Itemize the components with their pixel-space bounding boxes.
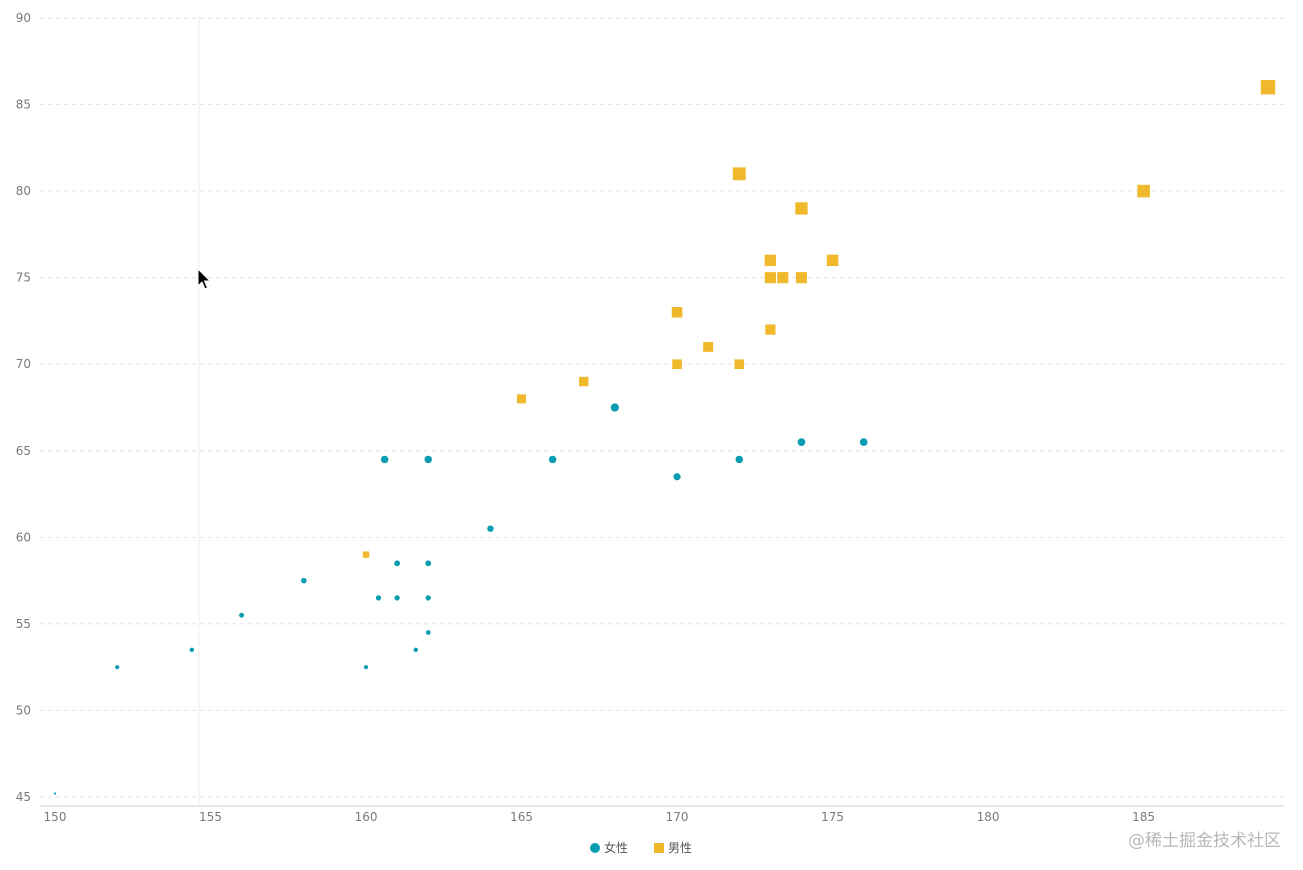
data-point-male[interactable] xyxy=(765,324,776,335)
data-point-female[interactable] xyxy=(797,438,806,446)
y-tick-label: 80 xyxy=(16,184,31,198)
data-point-male[interactable] xyxy=(764,272,776,284)
y-tick-label: 60 xyxy=(16,530,31,544)
y-tick-label: 65 xyxy=(16,444,31,458)
x-tick-label: 180 xyxy=(977,810,1000,824)
y-tick-label: 50 xyxy=(16,703,31,717)
legend-marker-female[interactable] xyxy=(590,843,600,853)
data-point-female[interactable] xyxy=(424,455,432,464)
grid-lines xyxy=(40,17,1284,798)
data-point-female[interactable] xyxy=(425,560,432,567)
data-point-female[interactable] xyxy=(394,560,401,567)
data-point-male[interactable] xyxy=(1260,80,1276,95)
data-point-male[interactable] xyxy=(1137,184,1150,198)
data-point-male[interactable] xyxy=(826,254,839,267)
data-point-female[interactable] xyxy=(375,595,382,601)
y-tick-label: 90 xyxy=(16,11,31,25)
data-point-female[interactable] xyxy=(189,647,195,653)
x-tick-label: 165 xyxy=(510,810,533,824)
data-point-male[interactable] xyxy=(732,167,746,181)
x-tick-label: 185 xyxy=(1132,810,1155,824)
x-tick-label: 160 xyxy=(355,810,378,824)
data-point-female[interactable] xyxy=(239,612,245,618)
mouse-cursor-icon xyxy=(197,268,212,290)
data-point-female[interactable] xyxy=(301,577,307,584)
x-tick-labels: 150 155 160 165 170 175 180 185 xyxy=(44,810,1155,824)
data-point-female[interactable] xyxy=(859,438,868,446)
data-point-male[interactable] xyxy=(703,341,714,352)
data-point-female[interactable] xyxy=(487,525,494,532)
data-point-female[interactable] xyxy=(548,455,557,464)
data-point-female[interactable] xyxy=(363,665,369,670)
legend-marker-male[interactable] xyxy=(654,843,664,853)
data-point-male[interactable] xyxy=(672,359,682,370)
data-point-male[interactable] xyxy=(579,376,589,387)
data-point-male[interactable] xyxy=(734,359,745,370)
y-tick-labels: 45 50 55 60 65 70 75 80 85 90 xyxy=(16,11,31,804)
x-tick-label: 170 xyxy=(666,810,689,824)
watermark-text: @稀土掘金技术社区 xyxy=(1128,831,1281,851)
data-point-female[interactable] xyxy=(380,455,389,464)
y-tick-label: 85 xyxy=(16,98,31,112)
data-point-male[interactable] xyxy=(764,254,777,267)
data-point-female[interactable] xyxy=(394,595,400,601)
data-point-male[interactable] xyxy=(362,551,370,558)
data-point-female[interactable] xyxy=(425,630,431,635)
y-tick-label: 45 xyxy=(16,790,31,804)
legend-label[interactable]: 女性 xyxy=(604,840,628,855)
data-point-male[interactable] xyxy=(671,307,683,318)
data-point-male[interactable] xyxy=(517,394,527,404)
x-tick-label: 155 xyxy=(199,810,222,824)
y-tick-label: 70 xyxy=(16,357,31,371)
data-point-female[interactable] xyxy=(425,595,431,601)
data-point-female[interactable] xyxy=(673,473,681,481)
y-tick-label: 55 xyxy=(16,617,31,631)
data-point-female[interactable] xyxy=(610,403,619,412)
data-point-female[interactable] xyxy=(735,455,743,464)
x-tick-label: 175 xyxy=(821,810,844,824)
legend-label[interactable]: 男性 xyxy=(668,841,692,855)
data-point-male[interactable] xyxy=(777,272,789,284)
data-point-female[interactable] xyxy=(53,792,57,795)
legend[interactable]: 女性 男性 xyxy=(590,840,692,855)
data-point-male[interactable] xyxy=(795,272,808,284)
data-points xyxy=(53,80,1276,795)
data-point-female[interactable] xyxy=(115,665,120,670)
y-tick-label: 75 xyxy=(16,271,31,285)
data-point-male[interactable] xyxy=(795,202,808,215)
data-point-female[interactable] xyxy=(413,647,419,653)
x-tick-label: 150 xyxy=(44,810,67,824)
